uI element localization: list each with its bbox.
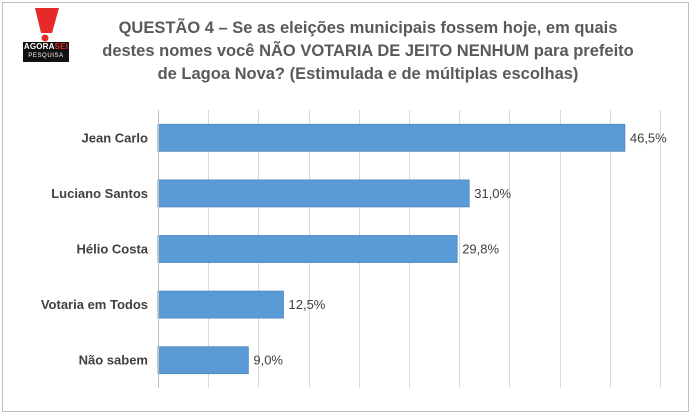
category-label-1: Luciano Santos [51, 186, 148, 201]
bar-1 [157, 179, 470, 208]
chart-title-line-2: destes nomes você NÃO VOTARIA DE JEITO N… [102, 42, 634, 60]
logo-brand: AGORASEI [23, 42, 69, 51]
value-label-1: 31,0% [474, 186, 511, 201]
value-label-4: 9,0% [253, 353, 283, 368]
value-label-3: 12,5% [289, 297, 326, 312]
category-label-3: Votaria em Todos [41, 297, 148, 312]
chart-title: QUESTÃO 4 – Se as eleições municipais fo… [83, 17, 653, 86]
exclamation-logo-icon [35, 8, 59, 42]
category-label-2: Hélio Costa [76, 242, 148, 257]
bar-2 [157, 235, 458, 263]
chart-title-line-3: de Lagoa Nova? (Estimulada e de múltipla… [157, 65, 579, 83]
agorasei-logo: AGORASEI PESQUISA [23, 8, 69, 64]
logo-subtitle: PESQUISA [28, 53, 64, 59]
category-label-0: Jean Carlo [82, 130, 149, 145]
value-label-0: 46,5% [630, 130, 667, 145]
chart-title-line-1: QUESTÃO 4 – Se as eleições municipais fo… [118, 19, 618, 37]
logo-text: AGORASEI PESQUISA [23, 42, 69, 62]
bar-3 [157, 290, 284, 319]
category-label-4: Não sabem [79, 353, 148, 368]
bar-4 [157, 346, 249, 375]
chart-frame: AGORASEI PESQUISA QUESTÃO 4 – Se as elei… [2, 2, 689, 412]
bar-0 [157, 123, 626, 152]
value-label-2: 29,8% [462, 242, 499, 257]
